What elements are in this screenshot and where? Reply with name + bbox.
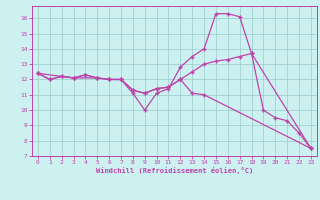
X-axis label: Windchill (Refroidissement éolien,°C): Windchill (Refroidissement éolien,°C) (96, 167, 253, 174)
